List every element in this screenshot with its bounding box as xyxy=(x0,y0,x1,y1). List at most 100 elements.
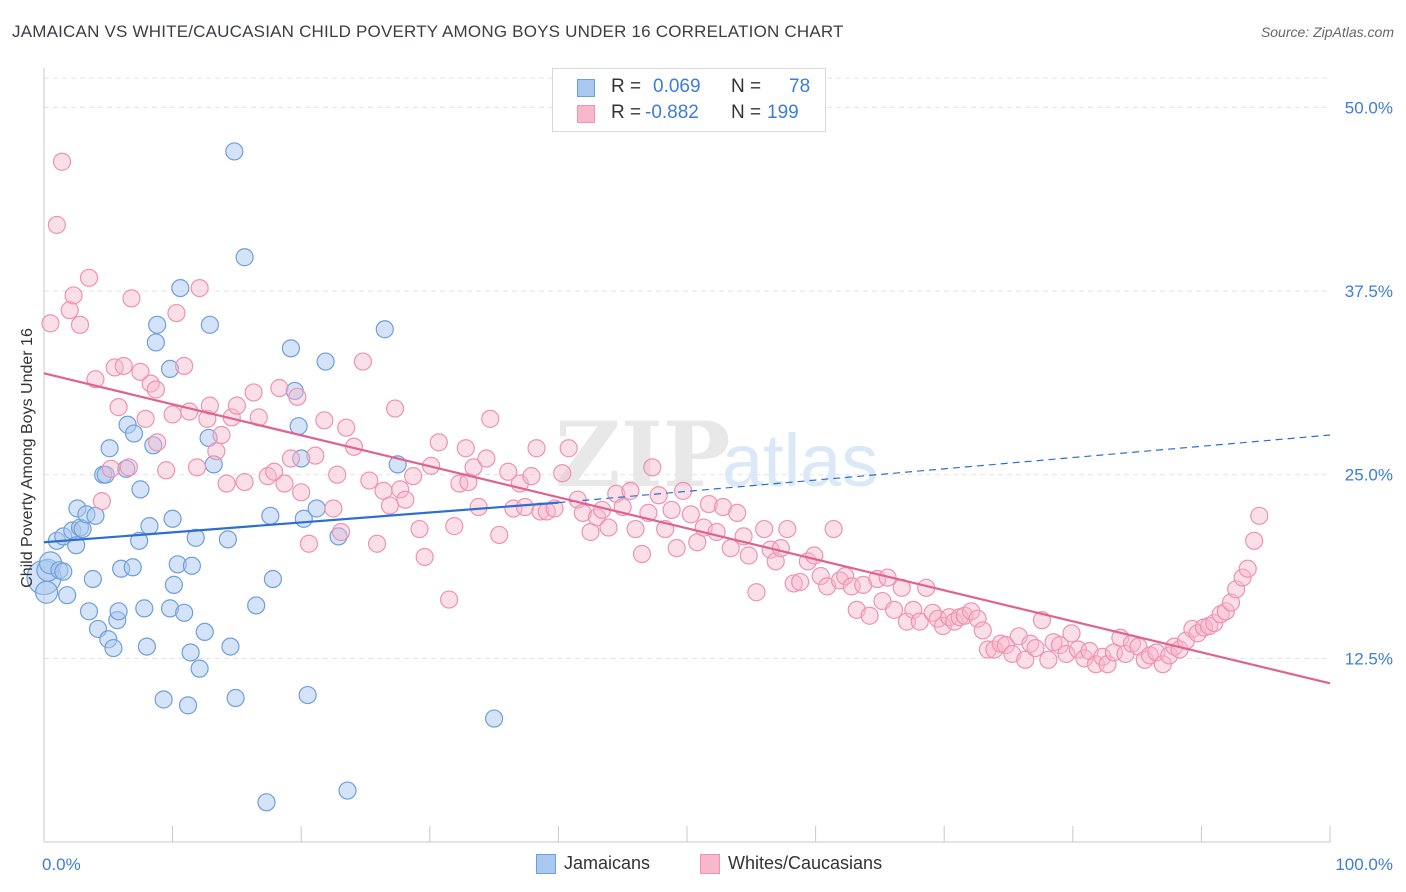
whites-point xyxy=(973,621,992,640)
whites-point xyxy=(662,500,681,520)
whites-point xyxy=(515,497,535,517)
legend-swatch-blue xyxy=(577,79,595,97)
jamaicans-point xyxy=(261,506,280,525)
whites-point xyxy=(1238,559,1257,578)
whites-point xyxy=(86,370,105,389)
whites-point xyxy=(227,396,246,415)
correlation-legend: R = 0.069 N = 78 R = -0.882 N = 199 xyxy=(552,68,826,132)
whites-point xyxy=(212,425,231,445)
watermark-zip: ZIP xyxy=(555,402,730,508)
whites-point xyxy=(122,289,141,308)
whites-point xyxy=(270,378,289,398)
jamaicans-point xyxy=(171,279,190,298)
whites-point xyxy=(119,458,138,477)
whites-point xyxy=(180,402,199,421)
whites-point xyxy=(265,462,284,481)
legend-row-whites: R = -0.882 N = 199 xyxy=(553,101,825,127)
whites-point xyxy=(1233,568,1252,587)
y-axis-label: Child Poverty Among Boys Under 16 xyxy=(19,328,36,588)
whites-point xyxy=(481,409,500,428)
jamaicans-point xyxy=(375,320,394,339)
whites-point xyxy=(92,492,111,511)
whites-point xyxy=(207,442,226,461)
whites-point xyxy=(477,449,496,468)
y-tick-label: 50.0% xyxy=(1345,98,1393,117)
trend-lines xyxy=(43,372,1331,685)
whites-point xyxy=(811,566,830,586)
whites-point xyxy=(175,356,194,376)
whites-point xyxy=(109,398,128,417)
whites-point xyxy=(353,352,373,371)
whites-point xyxy=(739,546,758,565)
whites-point xyxy=(131,362,150,381)
jamaicans-point xyxy=(178,696,198,715)
whites-point xyxy=(47,215,66,235)
jamaicans-point xyxy=(200,315,219,334)
whites-point xyxy=(328,465,347,484)
whites-point xyxy=(504,499,523,518)
whites-point xyxy=(1057,644,1076,664)
bottom-legend-label: Jamaicans xyxy=(564,853,651,873)
x-tick-label: 0.0% xyxy=(42,855,81,874)
series-whites-points xyxy=(41,152,1269,674)
jamaicans-point xyxy=(181,643,200,662)
whites-point xyxy=(331,522,351,542)
whites-point xyxy=(299,534,319,553)
jamaicans-point xyxy=(225,142,244,161)
jamaicans-point xyxy=(140,517,159,536)
whites-point xyxy=(141,374,160,393)
jamaicans-point xyxy=(485,709,504,728)
grid-layer xyxy=(44,77,1330,659)
whites-point xyxy=(553,464,572,483)
whites-point xyxy=(923,603,942,622)
jamaicans-point xyxy=(96,465,115,484)
whites-point xyxy=(146,380,165,399)
whites-point xyxy=(791,572,810,592)
jamaicans-point xyxy=(54,562,73,581)
whites-point xyxy=(415,547,434,567)
whites-point xyxy=(1211,605,1230,624)
whites-point xyxy=(897,612,917,631)
whites-point xyxy=(439,590,459,609)
watermark: ZIP atlas xyxy=(555,402,878,508)
whites-point xyxy=(667,539,686,558)
whites-point xyxy=(1250,506,1269,525)
whites-point xyxy=(1016,650,1035,669)
whites-point xyxy=(114,356,133,376)
whites-point xyxy=(391,480,410,499)
whites-point xyxy=(324,499,343,518)
whites-point xyxy=(1216,602,1235,621)
whites-point xyxy=(380,496,400,515)
whites-point xyxy=(747,583,766,602)
whites-point xyxy=(1227,580,1246,599)
whites-point xyxy=(101,459,120,478)
jamaicans-point xyxy=(221,637,240,656)
bottom-legend-swatch-blue xyxy=(536,854,556,874)
jamaicans-point xyxy=(182,556,201,575)
whites-point xyxy=(910,612,929,631)
legend-r-label: R = xyxy=(611,76,642,97)
whites-point xyxy=(1062,624,1081,643)
whites-point xyxy=(1245,531,1264,550)
jamaicans-trend-line xyxy=(43,501,559,544)
whites-point xyxy=(52,152,72,171)
jamaicans-point xyxy=(79,602,99,621)
whites-point xyxy=(649,486,668,505)
whites-point xyxy=(456,439,475,458)
series-jamaicans-points xyxy=(26,142,504,812)
whites-point xyxy=(842,577,861,596)
whites-point xyxy=(292,483,311,502)
whites-point xyxy=(367,534,387,553)
whites-point xyxy=(681,505,700,524)
jamaicans-point xyxy=(83,569,102,589)
whites-point xyxy=(904,600,923,619)
whites-point xyxy=(235,472,254,492)
jamaicans-point xyxy=(160,359,180,379)
jamaicans-point xyxy=(247,596,266,615)
whites-point xyxy=(490,525,509,545)
jamaicans-point xyxy=(292,449,311,468)
whites-point xyxy=(1098,655,1117,674)
whites-point xyxy=(385,399,405,418)
whites-point xyxy=(360,471,379,490)
whites-point xyxy=(1039,650,1058,669)
